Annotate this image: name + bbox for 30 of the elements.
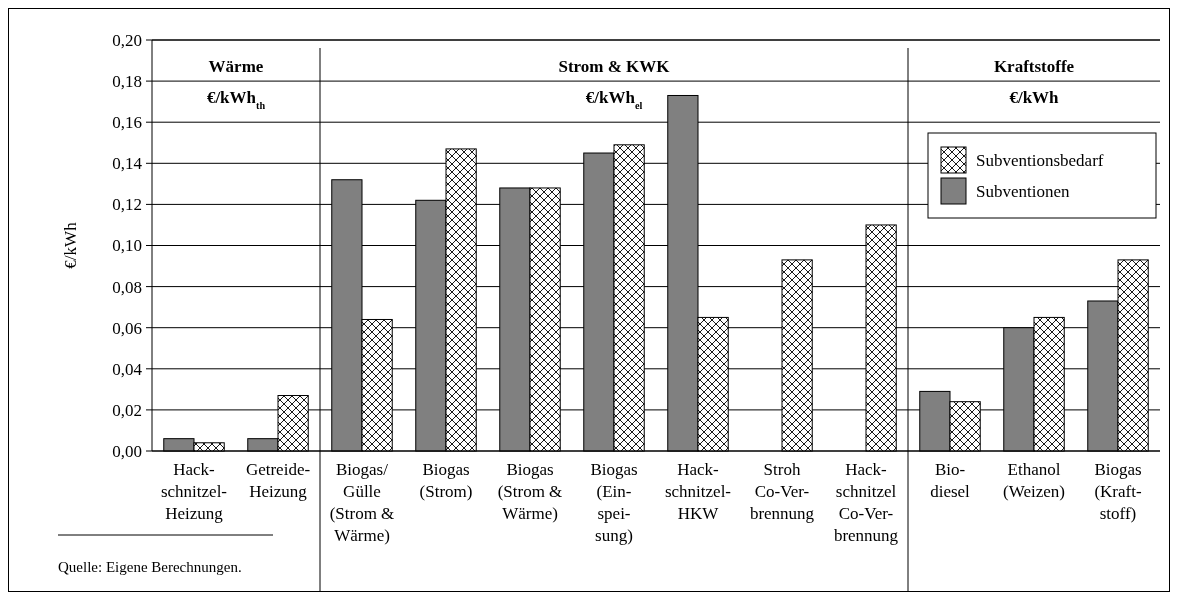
x-tick-label: Biogas (Ein- spei- sung) <box>590 460 638 545</box>
x-tick-label: Hack- schnitzel- Heizung <box>160 460 228 523</box>
legend-label: Subventionsbedarf <box>976 150 1104 170</box>
annotation: Wärme €/kWh$_{th}$ <box>206 57 266 111</box>
y-tick-label: 0,06 <box>112 318 142 338</box>
x-tick-label: Stroh Co-Ver- brennung <box>749 460 815 523</box>
y-tick-label: 0,20 <box>112 30 142 50</box>
source-note: Quelle: Eigene Berechnungen. <box>58 559 242 575</box>
y-tick-label: 0,00 <box>112 441 142 461</box>
y-tick-label: 0,04 <box>112 359 143 379</box>
x-tick-label: Getreide- Heizung <box>245 460 311 501</box>
y-tick-label: 0,12 <box>112 195 142 215</box>
y-tick-label: 0,18 <box>112 72 142 92</box>
y-tick-label: 0,10 <box>112 236 142 256</box>
annotation: Strom & KWK €/kWh$_{el}$ <box>558 57 671 111</box>
x-tick-label: Biogas (Strom & Wärme) <box>497 460 563 523</box>
x-tick-label: Ethanol (Weizen) <box>1003 460 1065 501</box>
x-tick-label: Biogas/ Gülle (Strom & Wärme) <box>329 460 395 545</box>
annotation: Kraftstoffe €/kWh <box>993 57 1075 107</box>
y-tick-label: 0,14 <box>112 154 143 174</box>
legend-label: Subventionen <box>976 181 1070 201</box>
x-tick-label: Biogas (Strom) <box>419 460 473 501</box>
y-tick-label: 0,16 <box>112 113 142 133</box>
x-tick-label: Hack- schnitzel Co-Ver- brennung <box>833 460 899 545</box>
x-tick-label: Biogas (Kraft- stoff) <box>1094 460 1142 523</box>
y-tick-label: 0,02 <box>112 400 142 420</box>
y-axis-title: €/kWh <box>61 221 80 269</box>
x-tick-label: Bio- diesel <box>930 460 971 501</box>
x-tick-label: Hack- schnitzel- HKW <box>664 460 732 523</box>
y-tick-label: 0,08 <box>112 277 142 297</box>
